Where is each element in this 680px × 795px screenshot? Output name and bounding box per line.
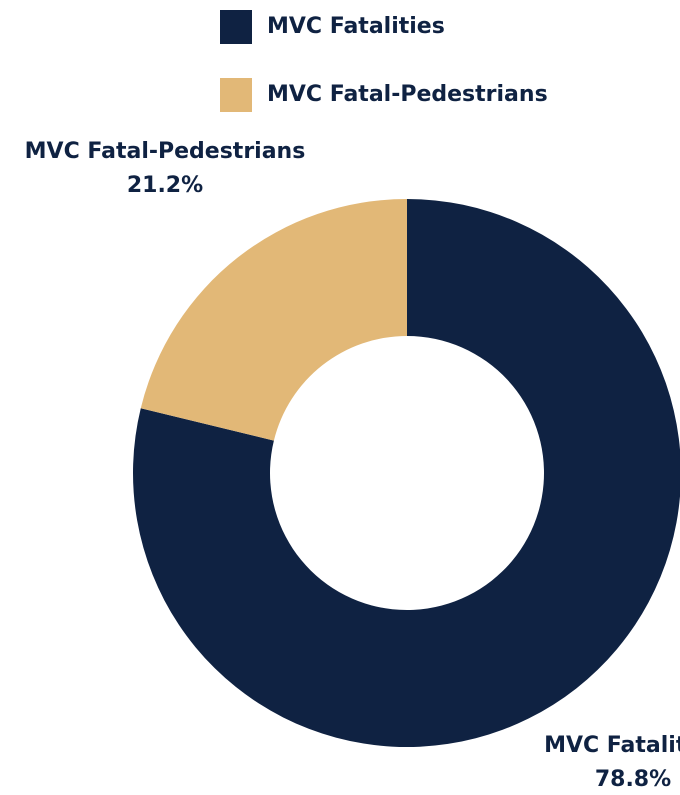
- data-label-name: MVC Fatal-Pedestrians: [25, 139, 306, 164]
- legend-swatch: [220, 10, 252, 44]
- data-label-name: MVC Fatalities: [544, 733, 680, 758]
- data-label-value: 21.2%: [127, 173, 203, 198]
- donut-slice: [133, 199, 680, 747]
- legend-label: MVC Fatal-Pedestrians: [267, 82, 548, 107]
- legend-swatch: [220, 78, 252, 112]
- donut-slice: [140, 199, 408, 441]
- data-label-value: 78.8%: [595, 767, 671, 792]
- legend-label: MVC Fatalities: [267, 14, 445, 39]
